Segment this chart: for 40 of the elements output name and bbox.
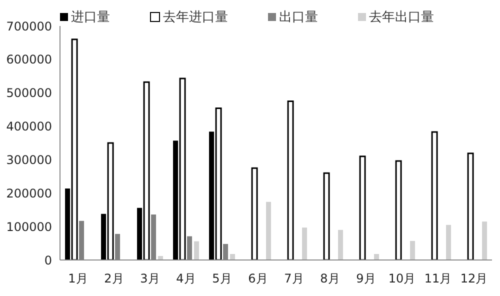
bar xyxy=(374,254,380,260)
bar xyxy=(338,230,344,260)
x-tick-label: 9月 xyxy=(356,272,376,286)
bar xyxy=(287,100,294,260)
bar xyxy=(467,152,474,260)
bar xyxy=(446,224,452,260)
x-tick-label: 11月 xyxy=(424,272,452,286)
x-tick-label: 7月 xyxy=(284,272,304,286)
bar xyxy=(431,131,438,260)
x-tick-label: 12月 xyxy=(460,272,488,286)
bar xyxy=(230,254,236,260)
x-tick-label: 1月 xyxy=(68,272,88,286)
x-tick-label: 8月 xyxy=(320,272,340,286)
y-tick-label: 400000 xyxy=(6,120,52,134)
legend-label: 去年进口量 xyxy=(162,9,228,26)
y-tick-label: 600000 xyxy=(6,52,52,67)
x-tick-label: 3月 xyxy=(140,272,160,286)
legend-label: 去年出口量 xyxy=(368,9,434,26)
bar xyxy=(323,172,330,260)
bar xyxy=(251,167,258,260)
y-tick-label: 300000 xyxy=(6,152,52,167)
bar xyxy=(194,241,200,260)
y-tick-label: 500000 xyxy=(6,86,52,100)
x-tick-label: 2月 xyxy=(104,272,124,286)
bar xyxy=(395,160,402,260)
bar xyxy=(359,156,366,260)
bar xyxy=(410,240,416,260)
x-tick-label: 6月 xyxy=(248,272,268,286)
x-tick-label: 10月 xyxy=(388,272,416,286)
legend-label: 出口量 xyxy=(278,9,318,26)
y-tick-label: 0 xyxy=(44,253,52,268)
legend-label: 进口量 xyxy=(70,9,110,26)
x-tick-label: 5月 xyxy=(212,272,232,286)
x-tick-label: 4月 xyxy=(176,272,196,286)
y-tick-label: 700000 xyxy=(6,19,52,34)
y-tick-label: 200000 xyxy=(6,186,52,200)
bar xyxy=(302,228,308,260)
bar xyxy=(266,202,272,260)
bar xyxy=(482,222,488,260)
y-tick-label: 100000 xyxy=(6,220,52,234)
